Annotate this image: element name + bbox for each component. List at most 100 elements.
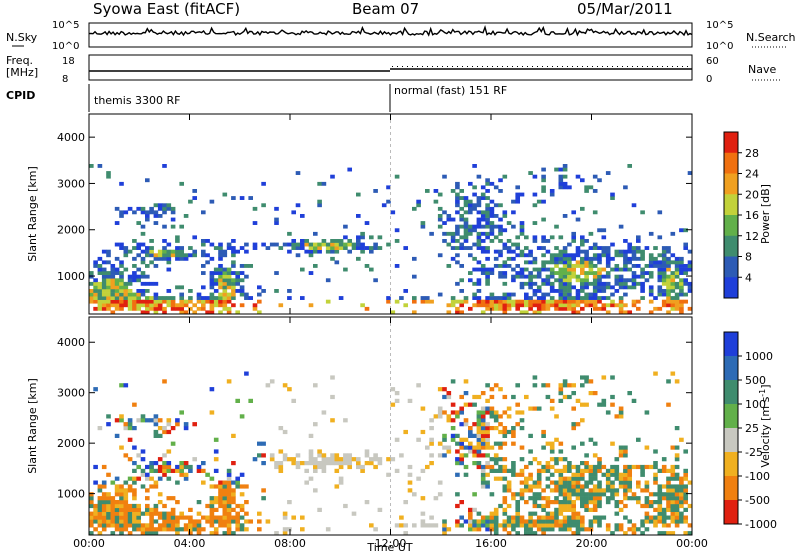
heatmap-cell bbox=[493, 203, 499, 208]
heatmap-cell bbox=[222, 306, 228, 311]
heatmap-cell bbox=[300, 527, 305, 532]
heatmap-cell bbox=[446, 527, 452, 532]
heatmap-cell bbox=[222, 492, 228, 497]
heatmap-cell bbox=[627, 310, 633, 315]
heatmap-cell bbox=[170, 217, 176, 222]
heatmap-cell bbox=[562, 503, 568, 509]
heatmap-cell bbox=[524, 394, 529, 400]
heatmap-cell bbox=[459, 394, 465, 400]
heatmap-cell bbox=[571, 210, 577, 215]
heatmap-cell bbox=[119, 418, 124, 423]
heatmap-cell bbox=[282, 515, 288, 520]
heatmap-cell bbox=[343, 235, 348, 240]
heatmap-cell bbox=[476, 199, 482, 204]
heatmap-cell bbox=[485, 519, 490, 524]
heatmap-cell bbox=[502, 429, 508, 435]
heatmap-cell bbox=[541, 515, 546, 520]
heatmap-cell bbox=[106, 271, 111, 275]
heatmap-cell bbox=[567, 278, 572, 283]
heatmap-cell bbox=[618, 500, 624, 505]
heatmap-cell bbox=[472, 256, 477, 261]
heatmap-cell bbox=[666, 500, 671, 505]
heatmap-cell bbox=[248, 296, 254, 300]
heatmap-cell bbox=[330, 249, 335, 254]
heatmap-cell bbox=[213, 531, 219, 536]
heatmap-cell bbox=[636, 496, 641, 501]
heatmap-cell bbox=[304, 468, 310, 473]
heatmap-cell bbox=[476, 449, 482, 454]
heatmap-cell bbox=[528, 306, 533, 311]
heatmap-cell bbox=[97, 426, 103, 431]
heatmap-cell bbox=[149, 253, 154, 258]
heatmap-cell bbox=[644, 278, 650, 283]
heatmap-cell bbox=[463, 239, 469, 243]
heatmap-cell bbox=[536, 468, 542, 473]
heatmap-cell bbox=[145, 281, 150, 286]
heatmap-cell bbox=[356, 214, 361, 218]
heatmap-cell bbox=[119, 242, 124, 247]
heatmap-cell bbox=[226, 496, 232, 501]
heatmap-cell bbox=[541, 299, 546, 304]
heatmap-cell bbox=[480, 267, 486, 272]
heatmap-cell bbox=[157, 468, 163, 473]
heatmap-cell bbox=[631, 203, 637, 208]
nsky-line bbox=[88, 25, 693, 37]
heatmap-cell bbox=[145, 214, 150, 218]
heatmap-cell bbox=[489, 426, 495, 431]
heatmap-cell bbox=[592, 299, 598, 304]
heatmap-cell bbox=[549, 441, 555, 446]
heatmap-cell bbox=[588, 299, 594, 304]
heatmap-cell bbox=[666, 523, 671, 528]
heatmap-cell bbox=[209, 271, 215, 275]
heatmap-cell bbox=[170, 299, 176, 304]
heatmap-cell bbox=[558, 274, 564, 279]
heatmap-cell bbox=[562, 527, 568, 532]
heatmap-cell bbox=[567, 500, 572, 505]
heatmap-cell bbox=[468, 449, 473, 454]
heatmap-cell bbox=[623, 239, 628, 243]
heatmap-cell bbox=[670, 484, 676, 489]
heatmap-cell bbox=[666, 492, 671, 497]
heatmap-cell bbox=[192, 422, 198, 427]
heatmap-cell bbox=[468, 246, 473, 250]
heatmap-cell bbox=[588, 379, 594, 384]
heatmap-cell bbox=[623, 531, 628, 536]
heatmap-cell bbox=[93, 306, 98, 311]
heatmap-cell bbox=[597, 299, 602, 304]
heatmap-cell bbox=[463, 196, 469, 200]
heatmap-cell bbox=[536, 271, 542, 275]
heatmap-cell bbox=[597, 468, 602, 473]
heatmap-cell bbox=[498, 306, 503, 311]
heatmap-cell bbox=[670, 468, 676, 473]
heatmap-cell bbox=[592, 174, 598, 179]
heatmap-cell bbox=[429, 231, 434, 236]
heatmap-cell bbox=[106, 523, 111, 528]
heatmap-cell bbox=[687, 260, 693, 265]
heatmap-cell bbox=[640, 464, 645, 470]
heatmap-cell bbox=[571, 445, 577, 450]
heatmap-cell bbox=[618, 410, 624, 415]
heatmap-cell bbox=[226, 278, 232, 283]
heatmap-cell bbox=[679, 256, 684, 261]
heatmap-cell bbox=[567, 394, 572, 400]
heatmap-cell bbox=[226, 299, 232, 304]
heatmap-cell bbox=[450, 433, 456, 438]
heatmap-cell bbox=[145, 503, 150, 509]
heatmap-cell bbox=[132, 271, 137, 275]
heatmap-cell bbox=[110, 299, 116, 304]
heatmap-cell bbox=[623, 267, 628, 272]
heatmap-cell bbox=[536, 296, 542, 300]
heatmap-cell bbox=[545, 394, 551, 400]
heatmap-cell bbox=[562, 468, 568, 473]
heatmap-cell bbox=[442, 387, 447, 392]
heatmap-cell bbox=[468, 429, 473, 435]
heatmap-cell bbox=[119, 181, 124, 186]
heatmap-cell bbox=[222, 299, 228, 304]
heatmap-cell bbox=[597, 260, 602, 265]
heatmap-cell bbox=[640, 249, 645, 254]
heatmap-cell bbox=[132, 445, 137, 450]
heatmap-cell bbox=[657, 278, 663, 283]
heatmap-cell bbox=[231, 480, 236, 485]
heatmap-cell bbox=[132, 480, 137, 485]
heatmap-cell bbox=[554, 278, 559, 283]
